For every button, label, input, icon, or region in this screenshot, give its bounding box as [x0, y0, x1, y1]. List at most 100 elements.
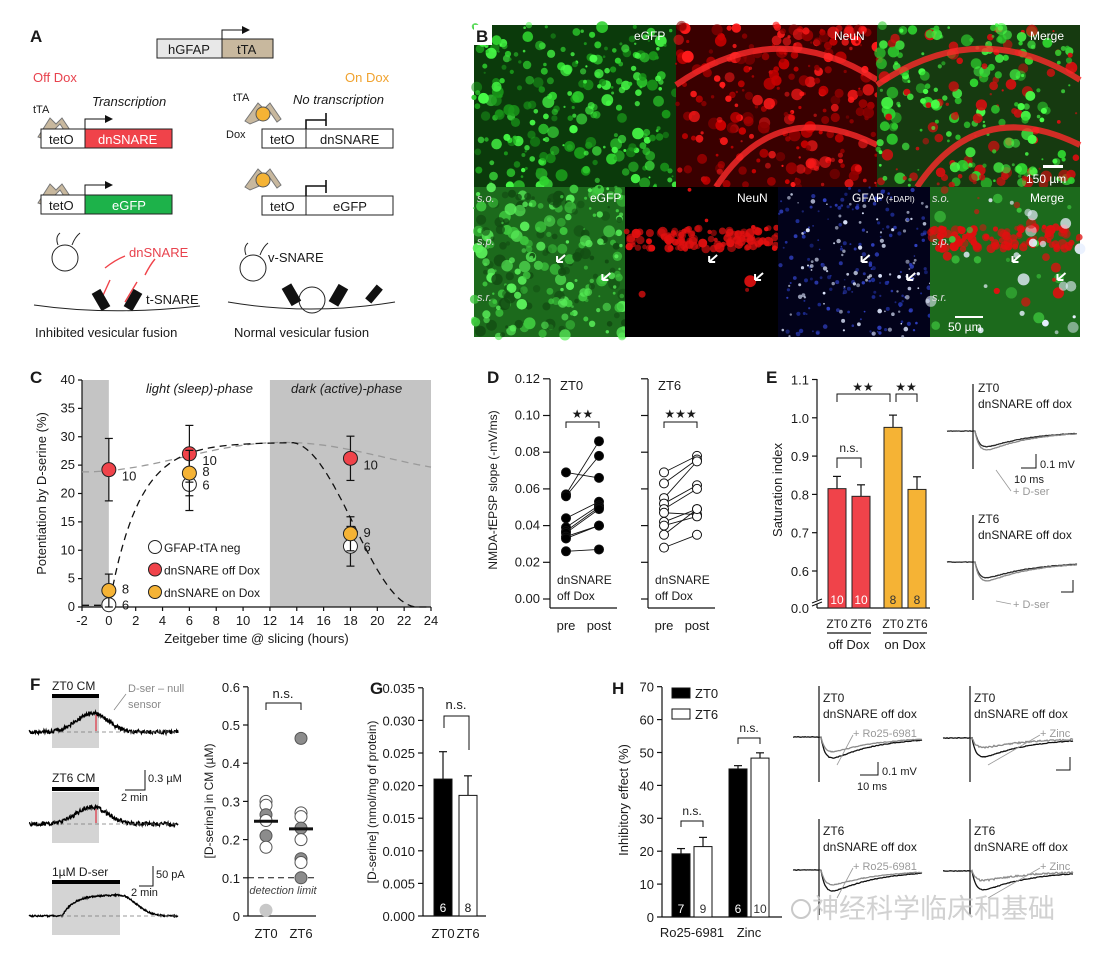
microscopy-texture	[784, 91, 790, 97]
microscopy-texture	[522, 271, 531, 280]
microscopy-texture	[630, 65, 637, 72]
microscopy-texture	[529, 136, 541, 147]
microscopy-texture	[908, 268, 911, 270]
microscopy-texture	[740, 230, 745, 235]
microscopy-texture	[1028, 238, 1038, 247]
microscopy-texture	[572, 28, 581, 36]
microscopy-texture	[1072, 315, 1076, 319]
microscopy-texture	[722, 180, 731, 188]
microscopy-texture	[592, 273, 599, 279]
microscopy-texture	[1017, 273, 1030, 286]
microscopy-texture	[535, 40, 545, 51]
microscopy-texture	[494, 217, 505, 228]
microscopy-texture	[940, 186, 949, 194]
microscopy-texture	[1025, 218, 1037, 229]
scale-label: 0.1 mV	[1040, 459, 1076, 471]
x-tick-label: 4	[159, 613, 166, 628]
microscopy-texture	[826, 306, 830, 310]
microscopy-texture	[1056, 60, 1061, 65]
microscopy-texture	[653, 183, 657, 187]
microscopy-texture	[623, 228, 630, 235]
microscopy-texture	[618, 86, 626, 94]
microscopy-texture	[868, 186, 871, 189]
microscopy-texture	[525, 21, 533, 29]
microscopy-texture	[688, 230, 695, 238]
microscopy-texture	[612, 242, 620, 250]
n-label: 6	[363, 539, 370, 554]
microscopy-texture	[924, 83, 931, 89]
panel-label: A	[30, 27, 42, 46]
microscopy-texture	[715, 153, 719, 157]
scale-label: 10 ms	[1014, 474, 1044, 486]
microscopy-texture	[931, 321, 940, 330]
panel-b-labels: B eGFP NeuN Merge 150 µm eGFP NeuN GFAP …	[474, 25, 1066, 334]
microscopy-texture	[808, 307, 811, 310]
bar	[671, 853, 691, 918]
microscopy-texture	[662, 131, 669, 139]
microscopy-texture	[540, 67, 548, 75]
microscopy-texture	[963, 251, 970, 258]
microscopy-texture	[898, 310, 901, 313]
microscopy-texture	[1067, 205, 1072, 210]
arrowhead-icon	[105, 115, 113, 123]
microscopy-texture	[874, 252, 880, 257]
blocked-transcription-icon	[305, 180, 327, 196]
data-point	[294, 731, 308, 745]
v-snare-coil-icon	[56, 232, 81, 246]
microscopy-texture	[614, 270, 621, 278]
microscopy-texture	[643, 128, 651, 137]
scale-label: 2 min	[131, 887, 158, 899]
microscopy-texture	[876, 218, 879, 221]
microscopy-texture	[794, 178, 801, 185]
microscopy-texture	[917, 287, 920, 290]
microscopy-texture	[585, 106, 594, 115]
microscopy-texture	[924, 270, 928, 275]
microscopy-texture	[919, 128, 923, 132]
microscopy-texture	[752, 94, 763, 106]
y-tick-label: 20	[640, 844, 654, 859]
microscopy-texture	[982, 120, 986, 124]
microscopy-texture	[786, 296, 789, 299]
microscopy-texture	[1013, 201, 1021, 209]
y-axis-title: Inhibitory effect (%)	[616, 744, 631, 856]
microscopy-texture	[572, 91, 584, 103]
microscopy-texture	[907, 93, 914, 101]
transcription-arrow-icon	[84, 184, 105, 195]
y-tick-label: 0.000	[382, 909, 415, 924]
x-axis-title: Zeitgeber time @ slicing (hours)	[164, 631, 348, 646]
microscopy-texture	[545, 153, 556, 164]
microscopy-texture	[619, 212, 624, 217]
scale-label: 0.1 mV	[882, 766, 918, 778]
microscopy-texture	[882, 227, 885, 230]
microscopy-texture	[897, 275, 901, 279]
data-point	[594, 472, 604, 483]
microscopy-texture	[602, 55, 606, 58]
microscopy-texture	[815, 331, 820, 335]
y-tick-label: 0.015	[382, 811, 415, 826]
microscopy-texture	[844, 179, 854, 188]
microscopy-texture	[1074, 243, 1086, 255]
significance-bracket	[836, 457, 862, 468]
microscopy-texture	[790, 181, 796, 188]
microscopy-texture	[785, 162, 798, 174]
microscopy-texture	[925, 205, 929, 209]
significance-label: n.s.	[273, 686, 294, 701]
microscopy-texture	[795, 219, 800, 224]
microscopy-texture	[852, 282, 857, 286]
microscopy-texture	[969, 78, 979, 88]
group-label: off Dox	[829, 637, 870, 652]
microscopy-texture	[843, 287, 846, 290]
microscopy-texture	[697, 153, 708, 164]
microscopy-texture	[830, 103, 839, 112]
microscopy-texture	[982, 124, 986, 128]
microscopy-texture	[934, 210, 946, 223]
trace-title: ZT6 CM	[52, 771, 95, 785]
microscopy-texture	[562, 144, 565, 147]
microscopy-texture	[639, 52, 650, 63]
microscopy-texture	[556, 217, 566, 227]
microscopy-texture	[1046, 68, 1056, 78]
microscopy-texture	[514, 291, 522, 299]
microscopy-texture	[660, 162, 670, 172]
microscopy-texture	[797, 294, 803, 299]
microscopy-texture	[585, 239, 593, 248]
